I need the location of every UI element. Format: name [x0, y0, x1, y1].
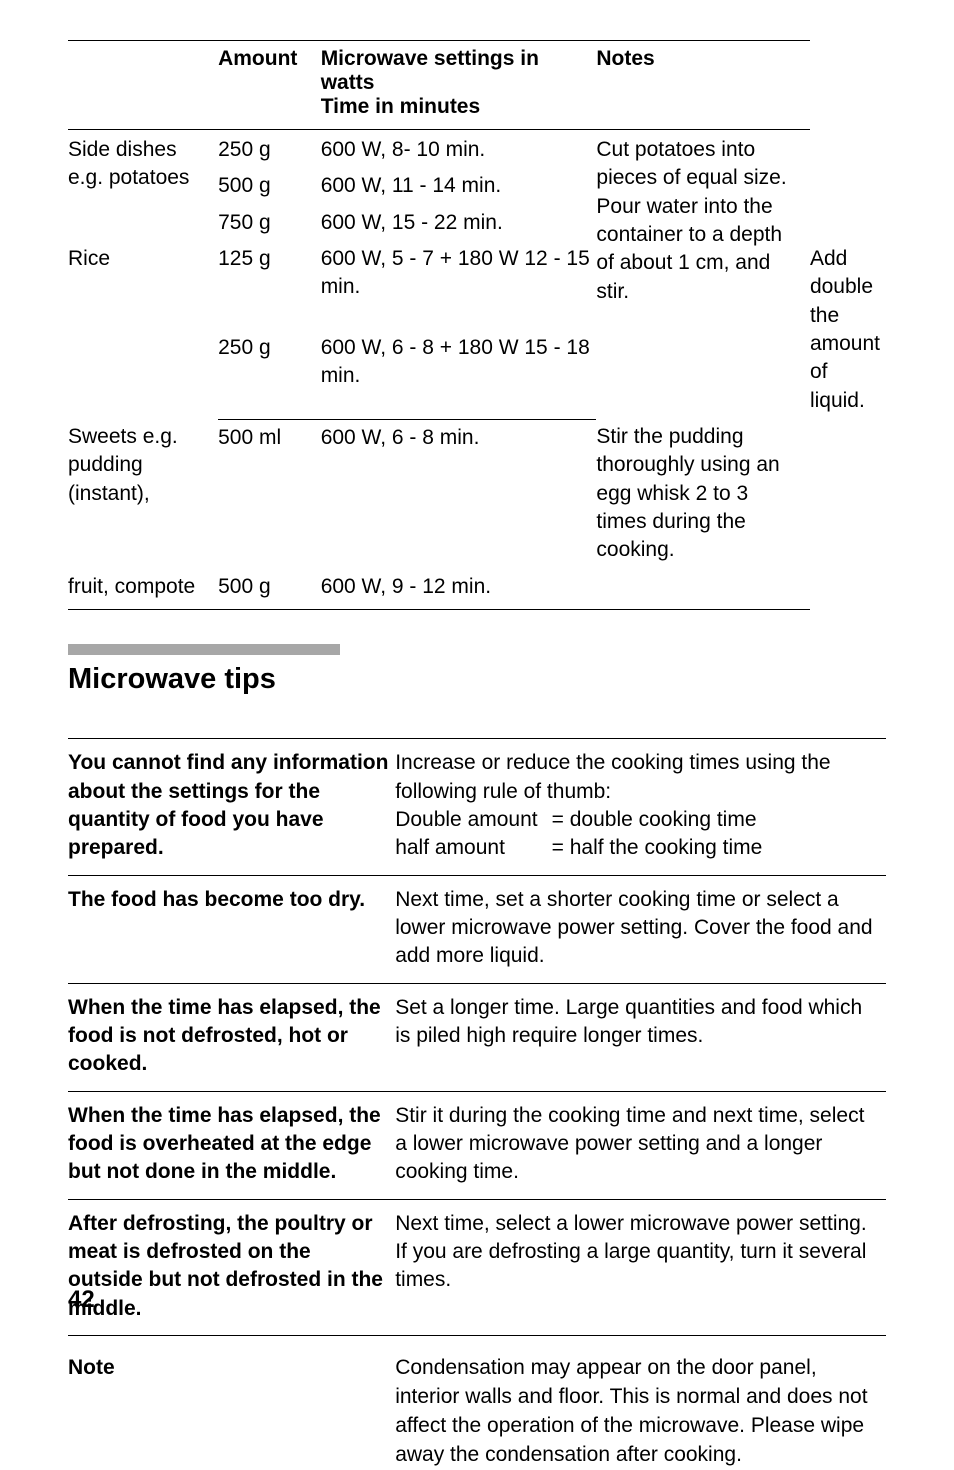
tip-problem: When the time has elapsed, the food is o… [68, 1091, 395, 1199]
cell-item: Rice [68, 241, 218, 419]
eq-left: Double amount [395, 806, 551, 834]
table-row: Sweets e.g. pudding (instant), 500 ml 60… [68, 419, 886, 569]
header-item [68, 41, 218, 130]
cell-amount: 125 g [218, 241, 321, 330]
table-row: fruit, compote 500 g 600 W, 9 - 12 min. [68, 569, 886, 610]
cell-item: Side dishes e.g. potatoes [68, 130, 218, 242]
cell-notes: Cut potatoes into pieces of equal size. … [596, 130, 810, 330]
table-row: Side dishes e.g. potatoes 250 g 600 W, 8… [68, 130, 886, 169]
section-title: Microwave tips [68, 663, 886, 696]
page-number: 42 [68, 1286, 95, 1314]
eq-right: = half the cooking time [552, 834, 763, 862]
tip-problem: When the time has elapsed, the food is n… [68, 983, 395, 1091]
note-label: Note [68, 1354, 395, 1470]
cell-notes [596, 569, 810, 610]
cell-amount: 500 g [218, 168, 321, 204]
tip-problem: You cannot find any information about th… [68, 739, 395, 875]
tips-table: You cannot find any information about th… [68, 738, 886, 1336]
tip-solution: Stir it during the cooking time and next… [395, 1091, 886, 1199]
cell-setting: 600 W, 5 - 7 + 180 W 12 - 15 min. [321, 241, 597, 330]
tip-solution: Next time, set a shorter cooking time or… [395, 875, 886, 983]
table-row: When the time has elapsed, the food is o… [68, 1091, 886, 1199]
tip-solution: Next time, select a lower microwave powe… [395, 1199, 886, 1335]
tip-problem: After defrosting, the poultry or meat is… [68, 1199, 395, 1335]
cell-setting: 600 W, 9 - 12 min. [321, 569, 597, 610]
tip-solution-intro: Increase or reduce the cooking times usi… [395, 751, 830, 802]
table-row: After defrosting, the poultry or meat is… [68, 1199, 886, 1335]
cell-setting: 600 W, 11 - 14 min. [321, 168, 597, 204]
note-block: Note Condensation may appear on the door… [68, 1354, 886, 1470]
cell-setting: 600 W, 6 - 8 + 180 W 15 - 18 min. [321, 330, 597, 419]
cell-notes: Add double the amount of liquid. [810, 241, 886, 419]
table-row: You cannot find any information about th… [68, 739, 886, 875]
cell-amount: 250 g [218, 330, 321, 419]
tip-solution: Set a longer time. Large quantities and … [395, 983, 886, 1091]
cell-amount: 250 g [218, 130, 321, 169]
note-body: Condensation may appear on the door pane… [395, 1354, 886, 1470]
cooking-table: Amount Microwave settings in watts Time … [68, 40, 886, 610]
table-row: The food has become too dry. Next time, … [68, 875, 886, 983]
header-notes: Notes [596, 41, 810, 130]
cell-amount: 500 ml [218, 419, 321, 569]
eq-right: = double cooking time [552, 806, 763, 834]
cell-item: fruit, compote [68, 569, 218, 610]
cell-setting: 600 W, 8- 10 min. [321, 130, 597, 169]
eq-left: half amount [395, 834, 551, 862]
section-bar [68, 644, 340, 655]
cell-notes: Stir the pudding thoroughly using an egg… [596, 419, 810, 569]
header-amount: Amount [218, 41, 321, 130]
header-settings: Microwave settings in watts Time in minu… [321, 41, 597, 130]
cell-amount: 750 g [218, 205, 321, 241]
tip-problem: The food has become too dry. [68, 875, 395, 983]
cell-setting: 600 W, 6 - 8 min. [321, 419, 597, 569]
cell-amount: 500 g [218, 569, 321, 610]
tip-solution: Increase or reduce the cooking times usi… [395, 739, 886, 875]
cell-item: Sweets e.g. pudding (instant), [68, 419, 218, 569]
cell-setting: 600 W, 15 - 22 min. [321, 205, 597, 241]
table-row: When the time has elapsed, the food is n… [68, 983, 886, 1091]
